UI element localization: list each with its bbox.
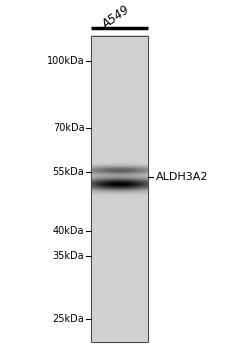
Text: 100kDa: 100kDa (47, 56, 84, 66)
Text: 25kDa: 25kDa (53, 314, 84, 323)
Bar (91, 36, 148, 342)
Bar (91, 36, 148, 342)
Text: ALDH3A2: ALDH3A2 (156, 173, 208, 182)
Text: A549: A549 (100, 3, 132, 32)
Text: 55kDa: 55kDa (53, 167, 84, 177)
Text: 40kDa: 40kDa (53, 226, 84, 236)
Text: 70kDa: 70kDa (53, 122, 84, 133)
Text: 35kDa: 35kDa (53, 251, 84, 261)
